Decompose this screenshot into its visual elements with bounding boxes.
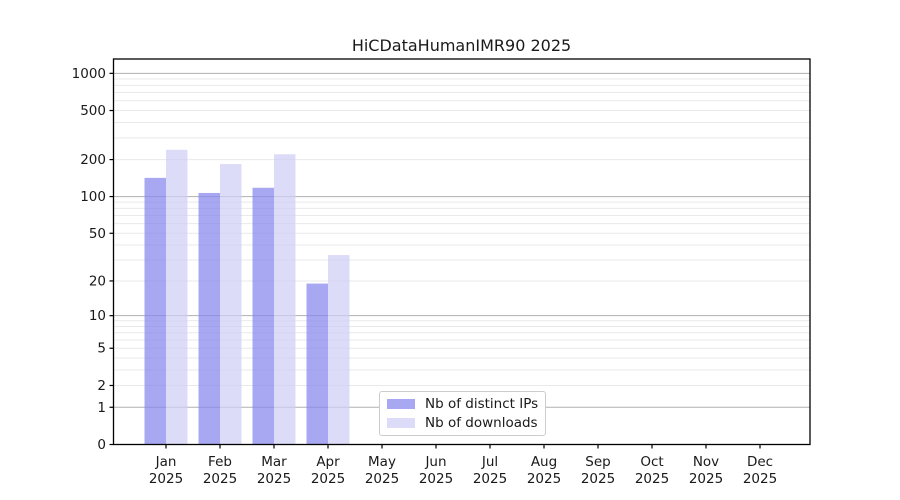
x-tick-label-month: May [368,454,396,470]
y-tick-label: 0 [97,437,106,453]
legend-item-distinct-ips: Nb of distinct IPs [387,396,545,412]
legend-swatch-distinct-ips [387,399,415,409]
x-tick-label-month: Aug [531,454,557,470]
plot-frame [112,58,811,446]
bar-distinct-ips [144,177,166,445]
x-tick-label-year: 2025 [311,471,345,487]
x-tick-label-year: 2025 [689,471,723,487]
y-tick-label: 200 [80,152,106,168]
y-tick-label: 2 [97,378,106,394]
x-tick-label-month: Jun [424,454,446,470]
x-tick-label-month: Sep [585,454,610,470]
x-tick-label-year: 2025 [581,471,615,487]
y-tick-label: 50 [89,226,106,242]
bar-distinct-ips [306,283,328,445]
x-tick-label-year: 2025 [419,471,453,487]
x-tick-label-year: 2025 [365,471,399,487]
bar-distinct-ips [198,192,220,445]
legend-swatch-downloads [387,418,415,428]
x-tick-label-year: 2025 [473,471,507,487]
y-tick-label: 10 [89,308,106,324]
x-tick-label-year: 2025 [203,471,237,487]
y-tick-label: 500 [80,103,106,119]
chart-legend: Nb of distinct IPs Nb of downloads [379,391,546,436]
x-tick-label-year: 2025 [257,471,291,487]
x-tick-label-year: 2025 [149,471,183,487]
x-tick-label-month: Apr [316,454,340,470]
bar-downloads [274,154,296,445]
x-tick-label-year: 2025 [743,471,777,487]
x-tick-label-month: Mar [261,454,287,470]
y-tick-label: 1000 [72,66,106,82]
chart-title: HiCDataHumanIMR90 2025 [351,36,572,55]
x-tick-label-month: Jul [481,454,498,470]
x-tick-label-month: Oct [640,454,663,470]
x-tick-label-year: 2025 [527,471,561,487]
legend-label-downloads: Nb of downloads [425,415,538,431]
bar-downloads [166,149,188,445]
legend-label-distinct-ips: Nb of distinct IPs [425,396,539,412]
bar-downloads [220,164,242,445]
bar-distinct-ips [252,187,274,445]
y-tick-label: 20 [89,273,106,289]
y-tick-label: 5 [97,341,106,357]
y-tick-label: 1 [97,400,106,416]
x-tick-label-month: Dec [747,454,773,470]
x-tick-label-month: Jan [155,454,177,470]
legend-item-downloads: Nb of downloads [387,415,545,431]
x-tick-label-month: Feb [208,454,232,470]
x-tick-label-year: 2025 [635,471,669,487]
y-tick-label: 100 [80,189,106,205]
bar-downloads [328,255,350,445]
x-tick-label-month: Nov [693,454,719,470]
